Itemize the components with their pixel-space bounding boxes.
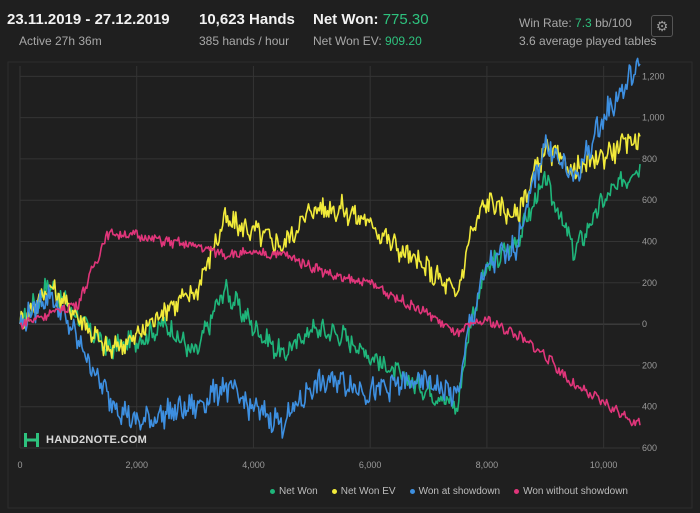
- legend-dot-won-without-showdown: [514, 488, 520, 494]
- x-tick-label: 10,000: [590, 460, 618, 470]
- legend-item-won-at-showdown[interactable]: Won at showdown: [409, 484, 501, 498]
- y-tick-label: 400: [642, 237, 657, 247]
- chart-series: [19, 57, 641, 439]
- won-without-showdown-line: [19, 228, 641, 427]
- y-tick-label: 800: [642, 154, 657, 164]
- legend-label-won-without-showdown: Won without showdown: [523, 485, 628, 497]
- gear-icon: ⚙: [655, 17, 669, 34]
- stats-header: 23.11.2019 - 27.12.2019 Active 27h 36m 1…: [0, 0, 700, 58]
- chart-frame: [7, 61, 693, 509]
- legend-item-won-without-showdown[interactable]: Won without showdown: [514, 484, 628, 498]
- y-tick-label: 600: [642, 195, 657, 205]
- net-won-ev: Net Won EV: 909.20: [313, 34, 422, 48]
- hand2note-logo-icon: [24, 433, 39, 447]
- y-tick-label: 1,000: [642, 113, 665, 123]
- net-won-ev-value: 909.20: [385, 34, 422, 48]
- net-won: Net Won: 775.30: [313, 11, 429, 28]
- win-rate-value: 7.3: [575, 16, 592, 30]
- chart-grid: [7, 61, 693, 509]
- legend-label-won-at-showdown: Won at showdown: [418, 485, 501, 497]
- legend-dot-net-won: [270, 488, 275, 494]
- net-won-value: 775.30: [382, 11, 429, 28]
- y-tick-label: 0: [642, 319, 647, 329]
- active-time: Active 27h 36m: [19, 34, 102, 48]
- logo-text: HAND2NOTE.COM: [46, 434, 148, 446]
- y-tick-label: 400: [642, 402, 657, 412]
- x-tick-label: 6,000: [359, 460, 382, 470]
- x-tick-label: 0: [17, 460, 22, 470]
- net-won-line: [19, 164, 641, 415]
- net-won-ev-line: [19, 132, 641, 359]
- net-won-label: Net Won:: [313, 11, 379, 28]
- x-tick-label: 4,000: [242, 460, 265, 470]
- legend-dot-net-won-ev: [331, 488, 337, 494]
- legend-label-net-won-ev: Net Won EV: [340, 485, 396, 497]
- date-range: 23.11.2019 - 27.12.2019: [7, 11, 170, 28]
- y-tick-label: 1,200: [642, 71, 665, 81]
- y-tick-label: 200: [642, 278, 657, 288]
- win-rate-unit: bb/100: [595, 16, 632, 30]
- won-at-showdown-line: [19, 57, 641, 439]
- legend-label-net-won: Net Won: [279, 485, 318, 497]
- legend-item-net-won[interactable]: Net Won: [270, 484, 318, 498]
- legend-dot-won-at-showdown: [409, 488, 415, 494]
- hand2note-logo: HAND2NOTE.COM: [24, 433, 147, 447]
- hands-per-hour: 385 hands / hour: [199, 34, 290, 48]
- net-won-ev-label: Net Won EV:: [313, 34, 382, 48]
- settings-button[interactable]: ⚙: [651, 15, 673, 37]
- x-tick-label: 8,000: [476, 460, 499, 470]
- hands-count: 10,623 Hands: [199, 11, 295, 28]
- x-tick-label: 2,000: [125, 460, 148, 470]
- y-tick-label: 200: [642, 360, 657, 370]
- win-rate-label: Win Rate:: [519, 16, 572, 30]
- chart-ticks: 1,200 1,000 800 600 400 200 0 200 400 600 0 2,000 4,…: [17, 71, 664, 470]
- win-rate: Win Rate: 7.3 bb/100: [519, 16, 632, 30]
- average-tables: 3.6 average played tables: [519, 34, 657, 48]
- chart-legend: Net Won Net Won EV Won at showdown Won w…: [270, 484, 650, 498]
- y-tick-label: 600: [642, 443, 657, 453]
- legend-item-net-won-ev[interactable]: Net Won EV: [331, 484, 396, 498]
